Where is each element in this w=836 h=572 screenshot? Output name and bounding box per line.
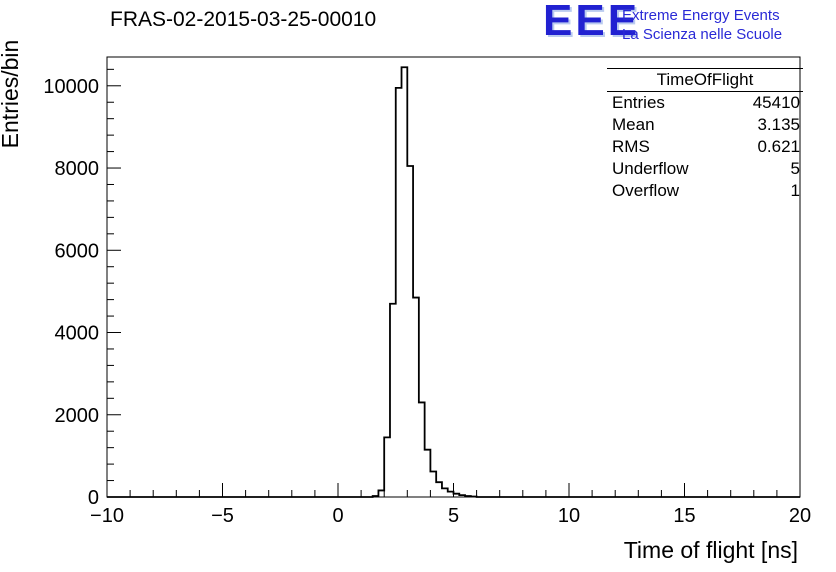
stats-row: RMS 0.621 <box>607 136 803 158</box>
y-tick-label: 2000 <box>55 405 100 427</box>
stats-row-label: RMS <box>612 137 650 156</box>
stats-box-title: TimeOfFlight <box>607 68 803 92</box>
stats-box: TimeOfFlight Entries 45410 Mean 3.135 RMS 0.6… <box>607 68 803 202</box>
y-tick-label: 4000 <box>55 323 100 345</box>
x-axis-title: Time of flight [ns] <box>624 537 798 563</box>
stats-row-value: 0.621 <box>757 137 800 156</box>
y-tick-label: 0 <box>88 487 99 509</box>
y-tick-label: 6000 <box>55 240 100 262</box>
histogram-line <box>107 66 800 498</box>
stats-row-value: 1 <box>790 181 800 200</box>
eee-logo: EEE <box>543 0 641 45</box>
stats-row-label: Entries <box>612 93 665 112</box>
stats-row: Underflow 5 <box>607 158 803 180</box>
stats-box-rows: Entries 45410 Mean 3.135 RMS 0.621 Underflow 5 O… <box>607 92 803 202</box>
stats-row: Overflow 1 <box>607 180 803 202</box>
x-tick-label: 5 <box>448 505 459 527</box>
stats-row-value: 3.135 <box>757 115 800 134</box>
stats-row: Mean 3.135 <box>607 114 803 136</box>
eee-logo-line2: La Scienza nelle Scuole <box>622 26 783 43</box>
x-tick-label: −5 <box>211 505 234 527</box>
stats-row-label: Underflow <box>612 159 689 178</box>
eee-logo-line1: Extreme Energy Events <box>622 7 780 24</box>
stats-row-label: Mean <box>612 115 655 134</box>
y-axis-title: Entries/bin <box>0 40 23 149</box>
stats-row: Entries 45410 <box>607 92 803 114</box>
stats-row-label: Overflow <box>612 181 680 200</box>
y-tick-label: 8000 <box>55 158 100 180</box>
y-tick-label: 10000 <box>43 76 99 98</box>
x-tick-label: −10 <box>90 505 124 527</box>
stats-row-value: 5 <box>790 159 800 178</box>
stats-row-value: 45410 <box>752 93 800 112</box>
x-tick-label: 20 <box>789 505 811 527</box>
x-tick-label: 10 <box>558 505 580 527</box>
x-tick-label: 0 <box>332 505 343 527</box>
x-tick-label: 15 <box>673 505 695 527</box>
plot-title: FRAS-02-2015-03-25-00010 <box>110 8 377 31</box>
